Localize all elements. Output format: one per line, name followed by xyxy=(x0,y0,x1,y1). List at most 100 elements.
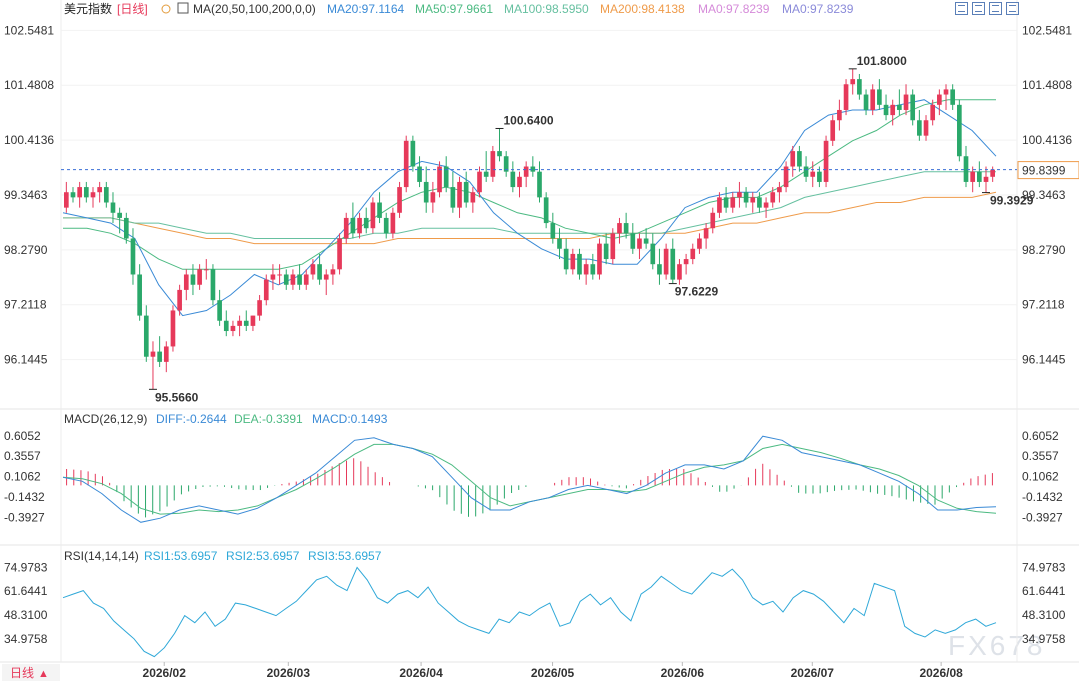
candle-body xyxy=(317,264,322,280)
macd-title: MACD(26,12,9) xyxy=(64,412,147,426)
y-tick-label-left: 97.2118 xyxy=(4,298,47,312)
toolbar-chart-icon[interactable] xyxy=(972,2,985,15)
rsi-y-tick-right: 48.3100 xyxy=(1022,608,1066,622)
candle-body xyxy=(230,325,236,332)
candle-body xyxy=(297,274,302,285)
candle-body xyxy=(430,192,436,203)
candle-body xyxy=(710,212,716,229)
candle-body xyxy=(870,89,876,110)
candle-body xyxy=(70,192,76,198)
candle-body xyxy=(563,248,569,270)
candle-body xyxy=(770,192,776,203)
macd-y-tick-left: -0.1432 xyxy=(4,490,45,504)
candle-body xyxy=(190,274,196,285)
candle-body xyxy=(323,274,329,280)
settings-icon[interactable] xyxy=(161,4,171,14)
candle-body xyxy=(177,289,182,311)
candle-body xyxy=(537,171,542,198)
candle-body xyxy=(483,171,489,177)
macd-y-tick-right: 0.1062 xyxy=(1022,470,1059,484)
y-tick-label-left: 96.1445 xyxy=(4,353,48,367)
candle-body xyxy=(250,315,256,326)
candle-body xyxy=(237,320,242,326)
candle-body xyxy=(77,187,82,198)
ma100-legend: MA100:98.5950 xyxy=(504,2,589,16)
candle-body xyxy=(810,171,816,177)
candle-body xyxy=(843,84,849,110)
candle-body xyxy=(943,89,949,95)
candle-body xyxy=(523,166,529,177)
y-tick-label-right: 98.2790 xyxy=(1022,243,1066,257)
x-tick-label: 2026/02 xyxy=(143,666,187,680)
candle-body xyxy=(257,300,262,316)
toolbar-expand-icon[interactable] xyxy=(1006,2,1019,15)
candle-body xyxy=(403,140,409,188)
candle-body xyxy=(543,197,549,224)
candle-body xyxy=(290,274,296,285)
candle-body xyxy=(730,197,736,208)
ma200-line xyxy=(63,191,997,245)
candle-body xyxy=(397,187,402,213)
ma0b-legend: MA0:97.8239 xyxy=(782,2,854,16)
x-tick-label: 2026/05 xyxy=(531,666,575,680)
candle-body xyxy=(717,197,722,213)
y-tick-label-left: 102.5481 xyxy=(4,23,54,37)
candle-body xyxy=(103,187,109,203)
ma-toggle-icon[interactable] xyxy=(177,2,189,14)
candle-body xyxy=(883,104,889,116)
candle-body xyxy=(737,192,742,198)
candle-body xyxy=(777,187,782,193)
period-label[interactable]: [日线] xyxy=(117,2,148,16)
toolbar-grid-icon[interactable] xyxy=(955,2,968,15)
candle-body xyxy=(197,269,202,285)
candle-body xyxy=(330,269,336,275)
candle-body xyxy=(903,94,909,110)
candle-body xyxy=(183,274,189,290)
toolbar-split-icon[interactable] xyxy=(989,2,1002,15)
candle-body xyxy=(370,202,376,229)
candle-body xyxy=(490,151,496,177)
candle-body xyxy=(530,166,536,172)
candle-body xyxy=(910,94,916,121)
candle-body xyxy=(243,320,249,326)
candle-body xyxy=(590,264,596,275)
period-badge-arrow-icon[interactable]: ▲ xyxy=(38,668,49,680)
x-tick-label: 2026/04 xyxy=(399,666,443,680)
candle-body xyxy=(957,104,962,157)
candle-body xyxy=(477,171,482,193)
candle-body xyxy=(990,169,996,177)
candle-body xyxy=(823,140,829,182)
candle-body xyxy=(217,300,222,321)
period-badge[interactable]: 日线 xyxy=(10,666,34,680)
candle-body xyxy=(350,217,356,234)
macd-y-tick-right: 0.3557 xyxy=(1022,449,1059,463)
x-tick-label: 2026/03 xyxy=(267,666,311,680)
candle-body xyxy=(663,248,669,275)
rsi3-legend: RSI3:53.6957 xyxy=(308,549,382,563)
rsi-title: RSI(14,14,14) xyxy=(64,549,139,563)
candle-body xyxy=(263,279,269,301)
candle-body xyxy=(897,104,902,110)
y-tick-label-right: 101.4808 xyxy=(1022,78,1072,92)
candle-body xyxy=(110,202,116,213)
annotation-low-2: 97.6229 xyxy=(675,285,719,299)
candle-body xyxy=(557,238,562,249)
candle-body xyxy=(690,248,696,260)
period-badge-bg[interactable] xyxy=(2,664,60,681)
candle-body xyxy=(417,166,422,182)
candle-body xyxy=(837,109,842,121)
y-tick-label-left: 99.3463 xyxy=(4,188,48,202)
candle-body xyxy=(757,197,762,208)
candle-body xyxy=(610,233,616,260)
rsi-y-tick-right: 74.9783 xyxy=(1022,560,1066,574)
macd-y-tick-right: 0.6052 xyxy=(1022,429,1059,443)
candle-body xyxy=(457,181,462,208)
candle-body xyxy=(803,166,809,177)
ma20-line xyxy=(62,99,997,317)
candle-body xyxy=(377,202,382,218)
candle-body xyxy=(390,212,396,234)
rsi-y-tick-left: 74.9783 xyxy=(4,560,48,574)
candle-body xyxy=(703,228,709,239)
candle-body xyxy=(437,166,442,193)
watermark: FX678 xyxy=(948,630,1046,661)
